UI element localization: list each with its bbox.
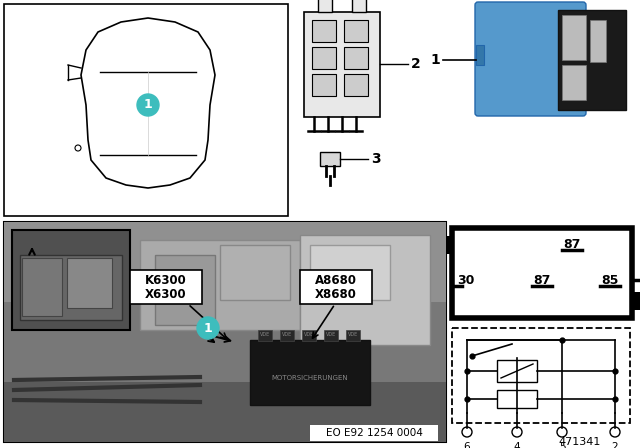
Text: 1: 1 — [204, 322, 212, 335]
Bar — [344, 47, 368, 69]
Circle shape — [75, 145, 81, 151]
Bar — [20, 255, 122, 320]
Text: 2: 2 — [411, 57, 420, 71]
Text: 3: 3 — [371, 152, 381, 166]
Bar — [452, 328, 630, 423]
Bar — [4, 4, 288, 216]
Bar — [442, 236, 452, 254]
Text: MOTORSICHERUNGEN: MOTORSICHERUNGEN — [272, 375, 348, 381]
Circle shape — [557, 427, 567, 437]
Text: K6300: K6300 — [145, 273, 187, 287]
Circle shape — [512, 427, 522, 437]
PathPatch shape — [81, 18, 215, 188]
Bar — [4, 382, 446, 442]
Text: EO E92 1254 0004: EO E92 1254 0004 — [326, 428, 422, 438]
Bar — [312, 47, 336, 69]
Bar — [324, 330, 338, 341]
Bar — [155, 255, 215, 325]
Text: 471341: 471341 — [559, 437, 601, 447]
Bar — [300, 235, 430, 345]
Bar — [12, 230, 130, 330]
FancyBboxPatch shape — [475, 2, 586, 116]
Bar — [562, 15, 586, 60]
Text: A8680: A8680 — [315, 273, 357, 287]
Text: 1: 1 — [430, 53, 440, 67]
Bar — [300, 270, 372, 304]
Bar — [67, 258, 112, 308]
Circle shape — [137, 94, 159, 116]
Circle shape — [462, 427, 472, 437]
Text: 6: 6 — [464, 442, 470, 448]
Text: 85: 85 — [602, 273, 619, 287]
Bar — [258, 330, 272, 341]
Bar — [497, 390, 537, 408]
Bar — [4, 222, 446, 442]
Bar — [497, 360, 537, 382]
Text: VDE: VDE — [304, 332, 314, 337]
Bar — [558, 10, 626, 110]
Bar — [318, 0, 332, 12]
Bar — [312, 74, 336, 96]
Bar — [344, 20, 368, 42]
Text: 1: 1 — [143, 99, 152, 112]
Text: 2: 2 — [612, 442, 618, 448]
Bar — [312, 20, 336, 42]
Bar — [632, 292, 640, 310]
Circle shape — [610, 427, 620, 437]
Text: 87: 87 — [533, 273, 550, 287]
Text: 87: 87 — [563, 237, 580, 250]
Bar — [22, 258, 62, 316]
Text: 5: 5 — [559, 442, 565, 448]
Text: VDE: VDE — [326, 332, 336, 337]
Bar — [304, 12, 380, 117]
Bar — [310, 245, 390, 300]
Bar — [310, 425, 438, 441]
Bar — [346, 330, 360, 341]
Bar — [476, 45, 484, 65]
Bar — [250, 340, 370, 405]
Bar — [320, 152, 340, 166]
Bar — [302, 330, 316, 341]
Text: 4: 4 — [514, 442, 520, 448]
Bar — [452, 228, 632, 318]
Circle shape — [197, 317, 219, 339]
Bar — [4, 222, 446, 302]
Text: VDE: VDE — [282, 332, 292, 337]
Text: X8680: X8680 — [315, 288, 357, 301]
Bar — [352, 0, 366, 12]
Bar — [562, 65, 586, 100]
Bar — [220, 245, 290, 300]
Text: VDE: VDE — [348, 332, 358, 337]
Bar — [140, 240, 300, 330]
Text: 30: 30 — [458, 273, 475, 287]
Bar — [344, 74, 368, 96]
Bar — [590, 20, 606, 62]
Bar — [280, 330, 294, 341]
Text: VDE: VDE — [260, 332, 270, 337]
Text: X6300: X6300 — [145, 288, 187, 301]
Bar — [4, 302, 446, 382]
Bar — [130, 270, 202, 304]
